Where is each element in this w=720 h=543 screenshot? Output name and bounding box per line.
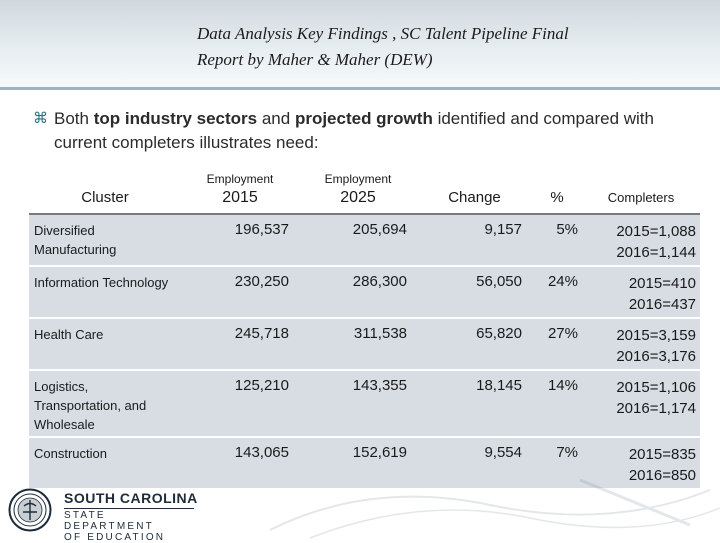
logo-divider [64,508,194,509]
table-row: Information Technology 230,250 286,300 5… [29,266,700,319]
completers-2015: 2015=835 [628,446,696,463]
cell-percent: 5% [532,214,582,267]
cell-percent: 24% [532,266,582,319]
cell-cluster: Logistics, Transportation, and Wholesale [29,370,181,438]
bullet-text-post: identified and compared with current com… [54,109,654,152]
cell-employment-2015: 245,718 [181,318,299,371]
cell-completers: 2015=1,088 2016=1,144 [582,214,700,267]
completers-2016: 2016=1,174 [616,400,696,417]
cell-percent: 14% [532,370,582,438]
cell-employment-2025: 286,300 [299,266,417,319]
header-employment-2015-year: 2015 [222,189,258,206]
slide-title: Data Analysis Key Findings , SC Talent P… [197,21,697,73]
bullet-point: ⌘ Both top industry sectors and projecte… [33,107,703,155]
completers-2015: 2015=3,159 [616,327,696,344]
table-row: Construction 143,065 152,619 9,554 7% 20… [29,437,700,490]
header-employment-2025: Employment 2025 [299,163,417,215]
cell-cluster: Diversified Manufacturing [29,214,181,267]
cell-change: 9,554 [417,437,532,490]
cell-change: 56,050 [417,266,532,319]
cell-change: 65,820 [417,318,532,371]
logo-line-south-carolina: SOUTH CAROLINA [64,490,198,506]
header-cluster: Cluster [29,163,181,215]
cell-employment-2025: 205,694 [299,214,417,267]
cell-percent: 7% [532,437,582,490]
completers-2016: 2016=1,144 [616,244,696,261]
table-row: Logistics, Transportation, and Wholesale… [29,370,700,438]
cell-employment-2015: 230,250 [181,266,299,319]
header-employment-2025-year: 2025 [340,189,376,206]
completers-2015: 2015=1,106 [616,379,696,396]
title-band: Data Analysis Key Findings , SC Talent P… [0,0,720,90]
cell-employment-2025: 311,538 [299,318,417,371]
slide-title-line1: Data Analysis Key Findings , SC Talent P… [197,24,569,43]
cell-change: 9,157 [417,214,532,267]
bullet-emphasis-growth: projected growth [294,109,433,128]
cell-cluster: Construction [29,437,181,490]
command-bullet-icon: ⌘ [33,110,48,127]
completers-2016: 2016=437 [628,296,696,313]
cell-employment-2015: 196,537 [181,214,299,267]
cell-change: 18,145 [417,370,532,438]
completers-2015: 2015=410 [628,275,696,292]
state-seal-icon [8,488,52,532]
logo-line-of-education: OF EDUCATION [64,532,166,543]
table-row: Diversified Manufacturing 196,537 205,69… [29,214,700,267]
cell-percent: 27% [532,318,582,371]
cell-completers: 2015=1,106 2016=1,174 [582,370,700,438]
slide-title-line2: Report by Maher & Maher (DEW) [197,50,433,69]
cell-employment-2015: 143,065 [181,437,299,490]
cell-employment-2025: 143,355 [299,370,417,438]
header-percent: % [532,163,582,215]
completers-2016: 2016=3,176 [616,348,696,365]
header-change: Change [417,163,532,215]
completers-2015: 2015=1,088 [616,223,696,240]
header-employment-2025-label: Employment [324,172,392,186]
table-header-row: Cluster Employment 2015 Employment 2025 … [29,163,700,215]
cell-employment-2025: 152,619 [299,437,417,490]
bullet-text-pre: Both [54,109,94,128]
header-employment-2015: Employment 2015 [181,163,299,215]
header-employment-2015-label: Employment [206,172,274,186]
logo-line-department: STATE DEPARTMENT OF EDUCATION [64,510,198,543]
cell-cluster: Health Care [29,318,181,371]
findings-table: Cluster Employment 2015 Employment 2025 … [29,163,700,490]
cell-employment-2015: 125,210 [181,370,299,438]
table-row: Health Care 245,718 311,538 65,820 27% 2… [29,318,700,371]
sc-education-logo: SOUTH CAROLINA STATE DEPARTMENT OF EDUCA… [8,488,198,543]
bullet-emphasis-sectors: top industry sectors [93,109,258,128]
bullet-text-mid: and [257,109,295,128]
logo-line-state-department: STATE DEPARTMENT [64,510,154,532]
header-completers: Completers [582,163,700,215]
decorative-watermark [269,478,720,539]
cell-completers: 2015=410 2016=437 [582,266,700,319]
cell-completers: 2015=3,159 2016=3,176 [582,318,700,371]
bullet-text: Both top industry sectors and projected … [54,107,703,155]
cell-completers: 2015=835 2016=850 [582,437,700,490]
completers-2016: 2016=850 [628,467,696,484]
cell-cluster: Information Technology [29,266,181,319]
